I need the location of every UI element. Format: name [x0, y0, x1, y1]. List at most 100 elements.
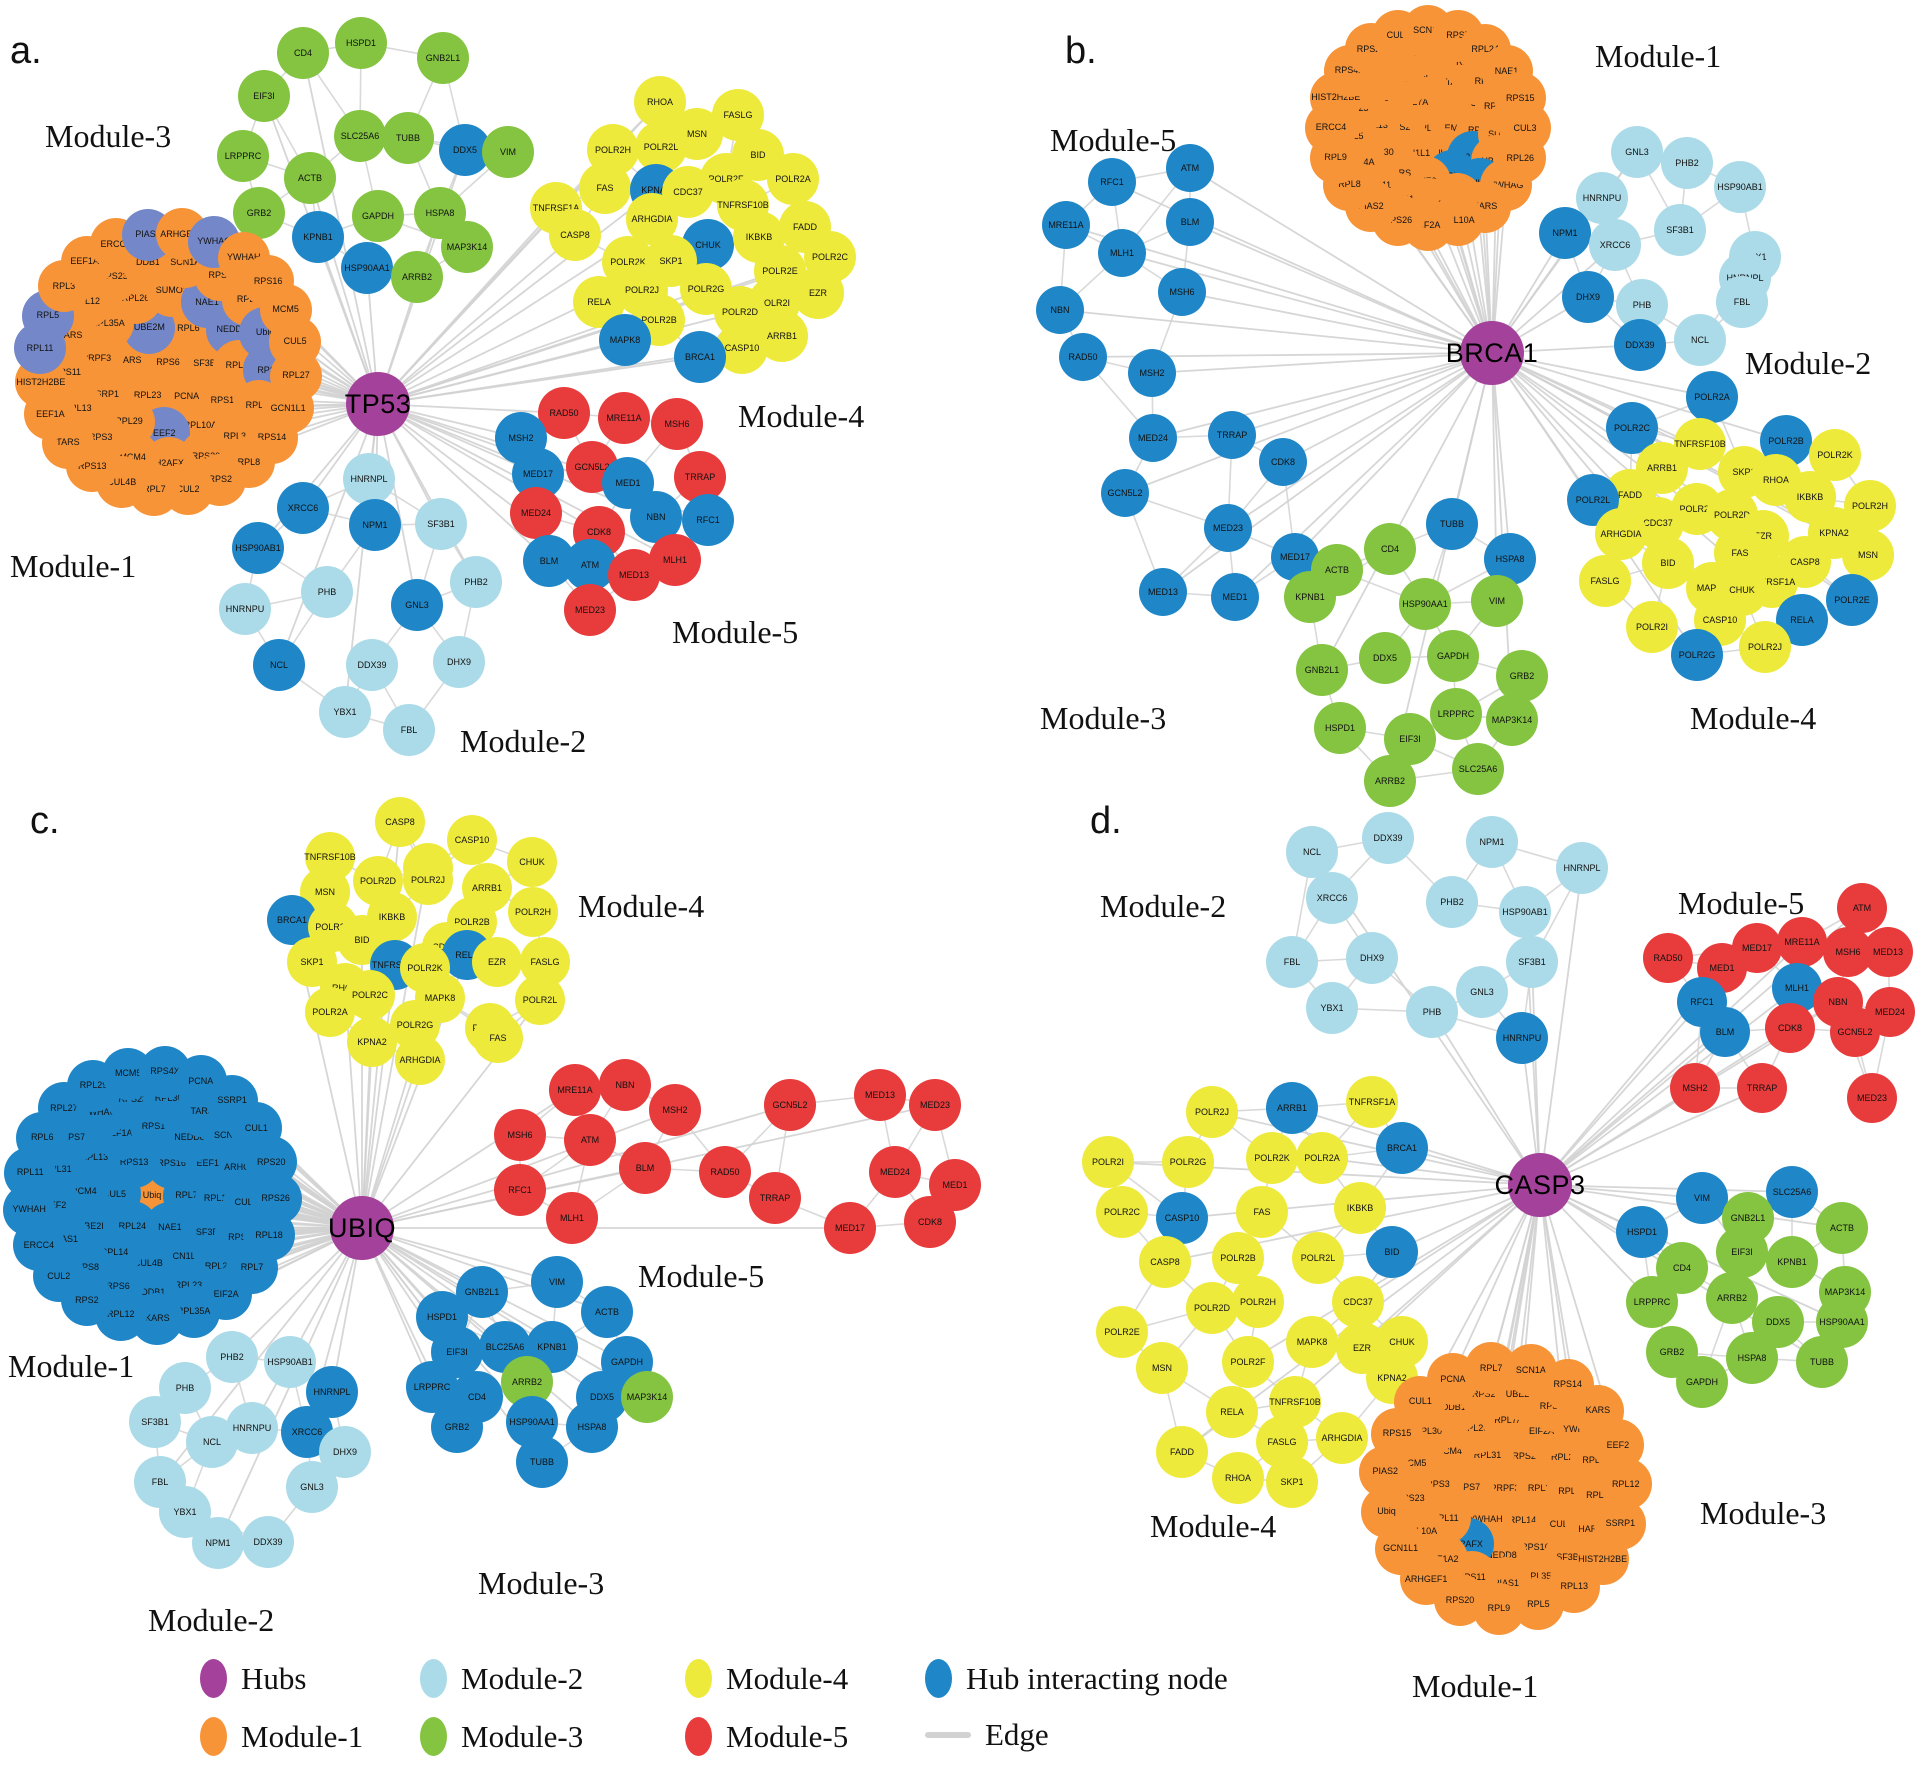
- node-trrap[interactable]: TRRAP: [1737, 1063, 1787, 1113]
- node-fadd[interactable]: FADD: [1156, 1426, 1208, 1478]
- node-mre11a[interactable]: MRE11A: [1042, 201, 1090, 249]
- node-chuk[interactable]: CHUK: [507, 837, 557, 887]
- node-med24[interactable]: MED24: [510, 487, 562, 539]
- node-map3k14[interactable]: MAP3K14: [441, 221, 493, 273]
- node-xrcc6[interactable]: XRCC6: [277, 482, 329, 534]
- node-arhgdia[interactable]: ARHGDIA: [1316, 1412, 1368, 1464]
- node-hnrnpl[interactable]: HNRNPL: [343, 453, 395, 505]
- node-hnrnpu[interactable]: HNRNPU: [1496, 1012, 1548, 1064]
- node-mre11a[interactable]: MRE11A: [1777, 917, 1827, 967]
- node-polr2b[interactable]: POLR2B: [1212, 1232, 1264, 1284]
- node-polr2e[interactable]: POLR2E: [1096, 1306, 1148, 1358]
- node-msh6[interactable]: MSH6: [651, 398, 703, 450]
- node-ncl[interactable]: NCL: [1286, 826, 1338, 878]
- node-polr2a[interactable]: POLR2A: [767, 153, 819, 205]
- node-tubb[interactable]: TUBB: [1426, 498, 1478, 550]
- node-actb[interactable]: ACTB: [1816, 1202, 1868, 1254]
- node-gapdh[interactable]: GAPDH: [1427, 630, 1479, 682]
- node-xrcc6[interactable]: XRCC6: [1589, 219, 1641, 271]
- node-lrpprc[interactable]: LRPPRC: [217, 130, 269, 182]
- node-trrap[interactable]: TRRAP: [749, 1172, 801, 1224]
- node-rad50[interactable]: RAD50: [538, 387, 590, 439]
- node-rad50[interactable]: RAD50: [1643, 933, 1693, 983]
- node-msh2[interactable]: MSH2: [1128, 349, 1176, 397]
- node-gcn1l1[interactable]: GCN1L1: [262, 382, 315, 435]
- node-polr2g[interactable]: POLR2G: [1671, 629, 1723, 681]
- node-casp8[interactable]: CASP8: [549, 209, 601, 261]
- node-vim[interactable]: VIM: [531, 1256, 583, 1308]
- node-polr2a[interactable]: POLR2A: [1686, 371, 1738, 423]
- node-med23[interactable]: MED23: [564, 584, 616, 636]
- hub-node-tp53[interactable]: TP53: [345, 372, 411, 436]
- node-ddx39[interactable]: DDX39: [346, 639, 398, 691]
- node-blm[interactable]: BLM: [1166, 198, 1214, 246]
- node-mlh1[interactable]: MLH1: [649, 534, 701, 586]
- node-cdk8[interactable]: CDK8: [904, 1196, 956, 1248]
- node-bid[interactable]: BID: [337, 915, 387, 965]
- hub-node-casp3[interactable]: CASP3: [1494, 1153, 1585, 1217]
- node-arhgdia[interactable]: ARHGDIA: [395, 1035, 445, 1085]
- node-npm1[interactable]: NPM1: [1466, 816, 1518, 868]
- node-bid[interactable]: BID: [1366, 1226, 1418, 1278]
- node-ddx39[interactable]: DDX39: [242, 1516, 294, 1568]
- node-polr2l[interactable]: POLR2L: [635, 121, 687, 173]
- node-polr2l[interactable]: POLR2L: [1292, 1232, 1344, 1284]
- node-med23[interactable]: MED23: [1204, 504, 1252, 552]
- hub-node-ubiq[interactable]: UBIQ: [328, 1196, 396, 1260]
- node-gapdh[interactable]: GAPDH: [1676, 1356, 1728, 1408]
- node-phb[interactable]: PHB: [1406, 986, 1458, 1038]
- node-ncl[interactable]: NCL: [1674, 314, 1726, 366]
- node-mapk8[interactable]: MAPK8: [599, 314, 651, 366]
- node-hspd1[interactable]: HSPD1: [1616, 1206, 1668, 1258]
- node-polr2c[interactable]: POLR2C: [1096, 1186, 1148, 1238]
- node-med24[interactable]: MED24: [1129, 414, 1177, 462]
- node-bid[interactable]: BID: [1642, 537, 1694, 589]
- node-med24[interactable]: MED24: [869, 1146, 921, 1198]
- node-polr2j[interactable]: POLR2J: [1739, 621, 1791, 673]
- node-med23[interactable]: MED23: [1847, 1073, 1897, 1123]
- node-med13[interactable]: MED13: [1139, 568, 1187, 616]
- node-npm1[interactable]: NPM1: [1539, 207, 1591, 259]
- node-tubb[interactable]: TUBB: [382, 112, 434, 164]
- node-polr2j[interactable]: POLR2J: [403, 855, 453, 905]
- node-msn[interactable]: MSN: [1136, 1342, 1188, 1394]
- node-rhoa[interactable]: RHOA: [1212, 1452, 1264, 1504]
- node-atm[interactable]: ATM: [564, 539, 616, 591]
- node-fas[interactable]: FAS: [473, 1013, 523, 1063]
- node-dhx9[interactable]: DHX9: [1346, 932, 1398, 984]
- node-xrcc6[interactable]: XRCC6: [1306, 872, 1358, 924]
- node-atm[interactable]: ATM: [564, 1114, 616, 1166]
- node-map3k14[interactable]: MAP3K14: [621, 1371, 673, 1423]
- node-kpna2[interactable]: KPNA2: [347, 1017, 397, 1067]
- node-polr2i[interactable]: POLR2I: [1082, 1136, 1134, 1188]
- node-msh6[interactable]: MSH6: [1158, 268, 1206, 316]
- node-polr2h[interactable]: POLR2H: [1844, 480, 1896, 532]
- node-rpl18[interactable]: RPL18: [243, 1209, 296, 1262]
- node-npm1[interactable]: NPM1: [349, 499, 401, 551]
- node-grb2[interactable]: GRB2: [431, 1401, 483, 1453]
- node-eif3i[interactable]: EIF3I: [238, 70, 290, 122]
- node-ddx39[interactable]: DDX39: [1362, 812, 1414, 864]
- node-hspd1[interactable]: HSPD1: [335, 17, 387, 69]
- node-casp10[interactable]: CASP10: [447, 815, 497, 865]
- node-hsp90ab1[interactable]: HSP90AB1: [1499, 886, 1551, 938]
- node-ezr[interactable]: EZR: [472, 937, 522, 987]
- node-phb2[interactable]: PHB2: [1661, 137, 1713, 189]
- node-actb[interactable]: ACTB: [284, 152, 336, 204]
- node-fbl[interactable]: FBL: [383, 704, 435, 756]
- node-phb[interactable]: PHB: [301, 566, 353, 618]
- node-cdk8[interactable]: CDK8: [1765, 1003, 1815, 1053]
- node-gcn5l2[interactable]: GCN5L2: [1830, 1007, 1880, 1057]
- node-dhx9[interactable]: DHX9: [433, 636, 485, 688]
- node-msh6[interactable]: MSH6: [494, 1109, 546, 1161]
- node-blm[interactable]: BLM: [619, 1142, 671, 1194]
- node-kpnb1[interactable]: KPNB1: [1284, 571, 1336, 623]
- node-polr2k[interactable]: POLR2K: [1246, 1132, 1298, 1184]
- node-ikbkb[interactable]: IKBKB: [1334, 1182, 1386, 1234]
- hub-node-brca1[interactable]: BRCA1: [1446, 321, 1538, 385]
- node-med13[interactable]: MED13: [1863, 927, 1913, 977]
- node-polr2e[interactable]: POLR2E: [1826, 574, 1878, 626]
- node-fas[interactable]: FAS: [579, 162, 631, 214]
- node-ddx39[interactable]: DDX39: [1614, 319, 1666, 371]
- node-skp1[interactable]: SKP1: [1266, 1456, 1318, 1508]
